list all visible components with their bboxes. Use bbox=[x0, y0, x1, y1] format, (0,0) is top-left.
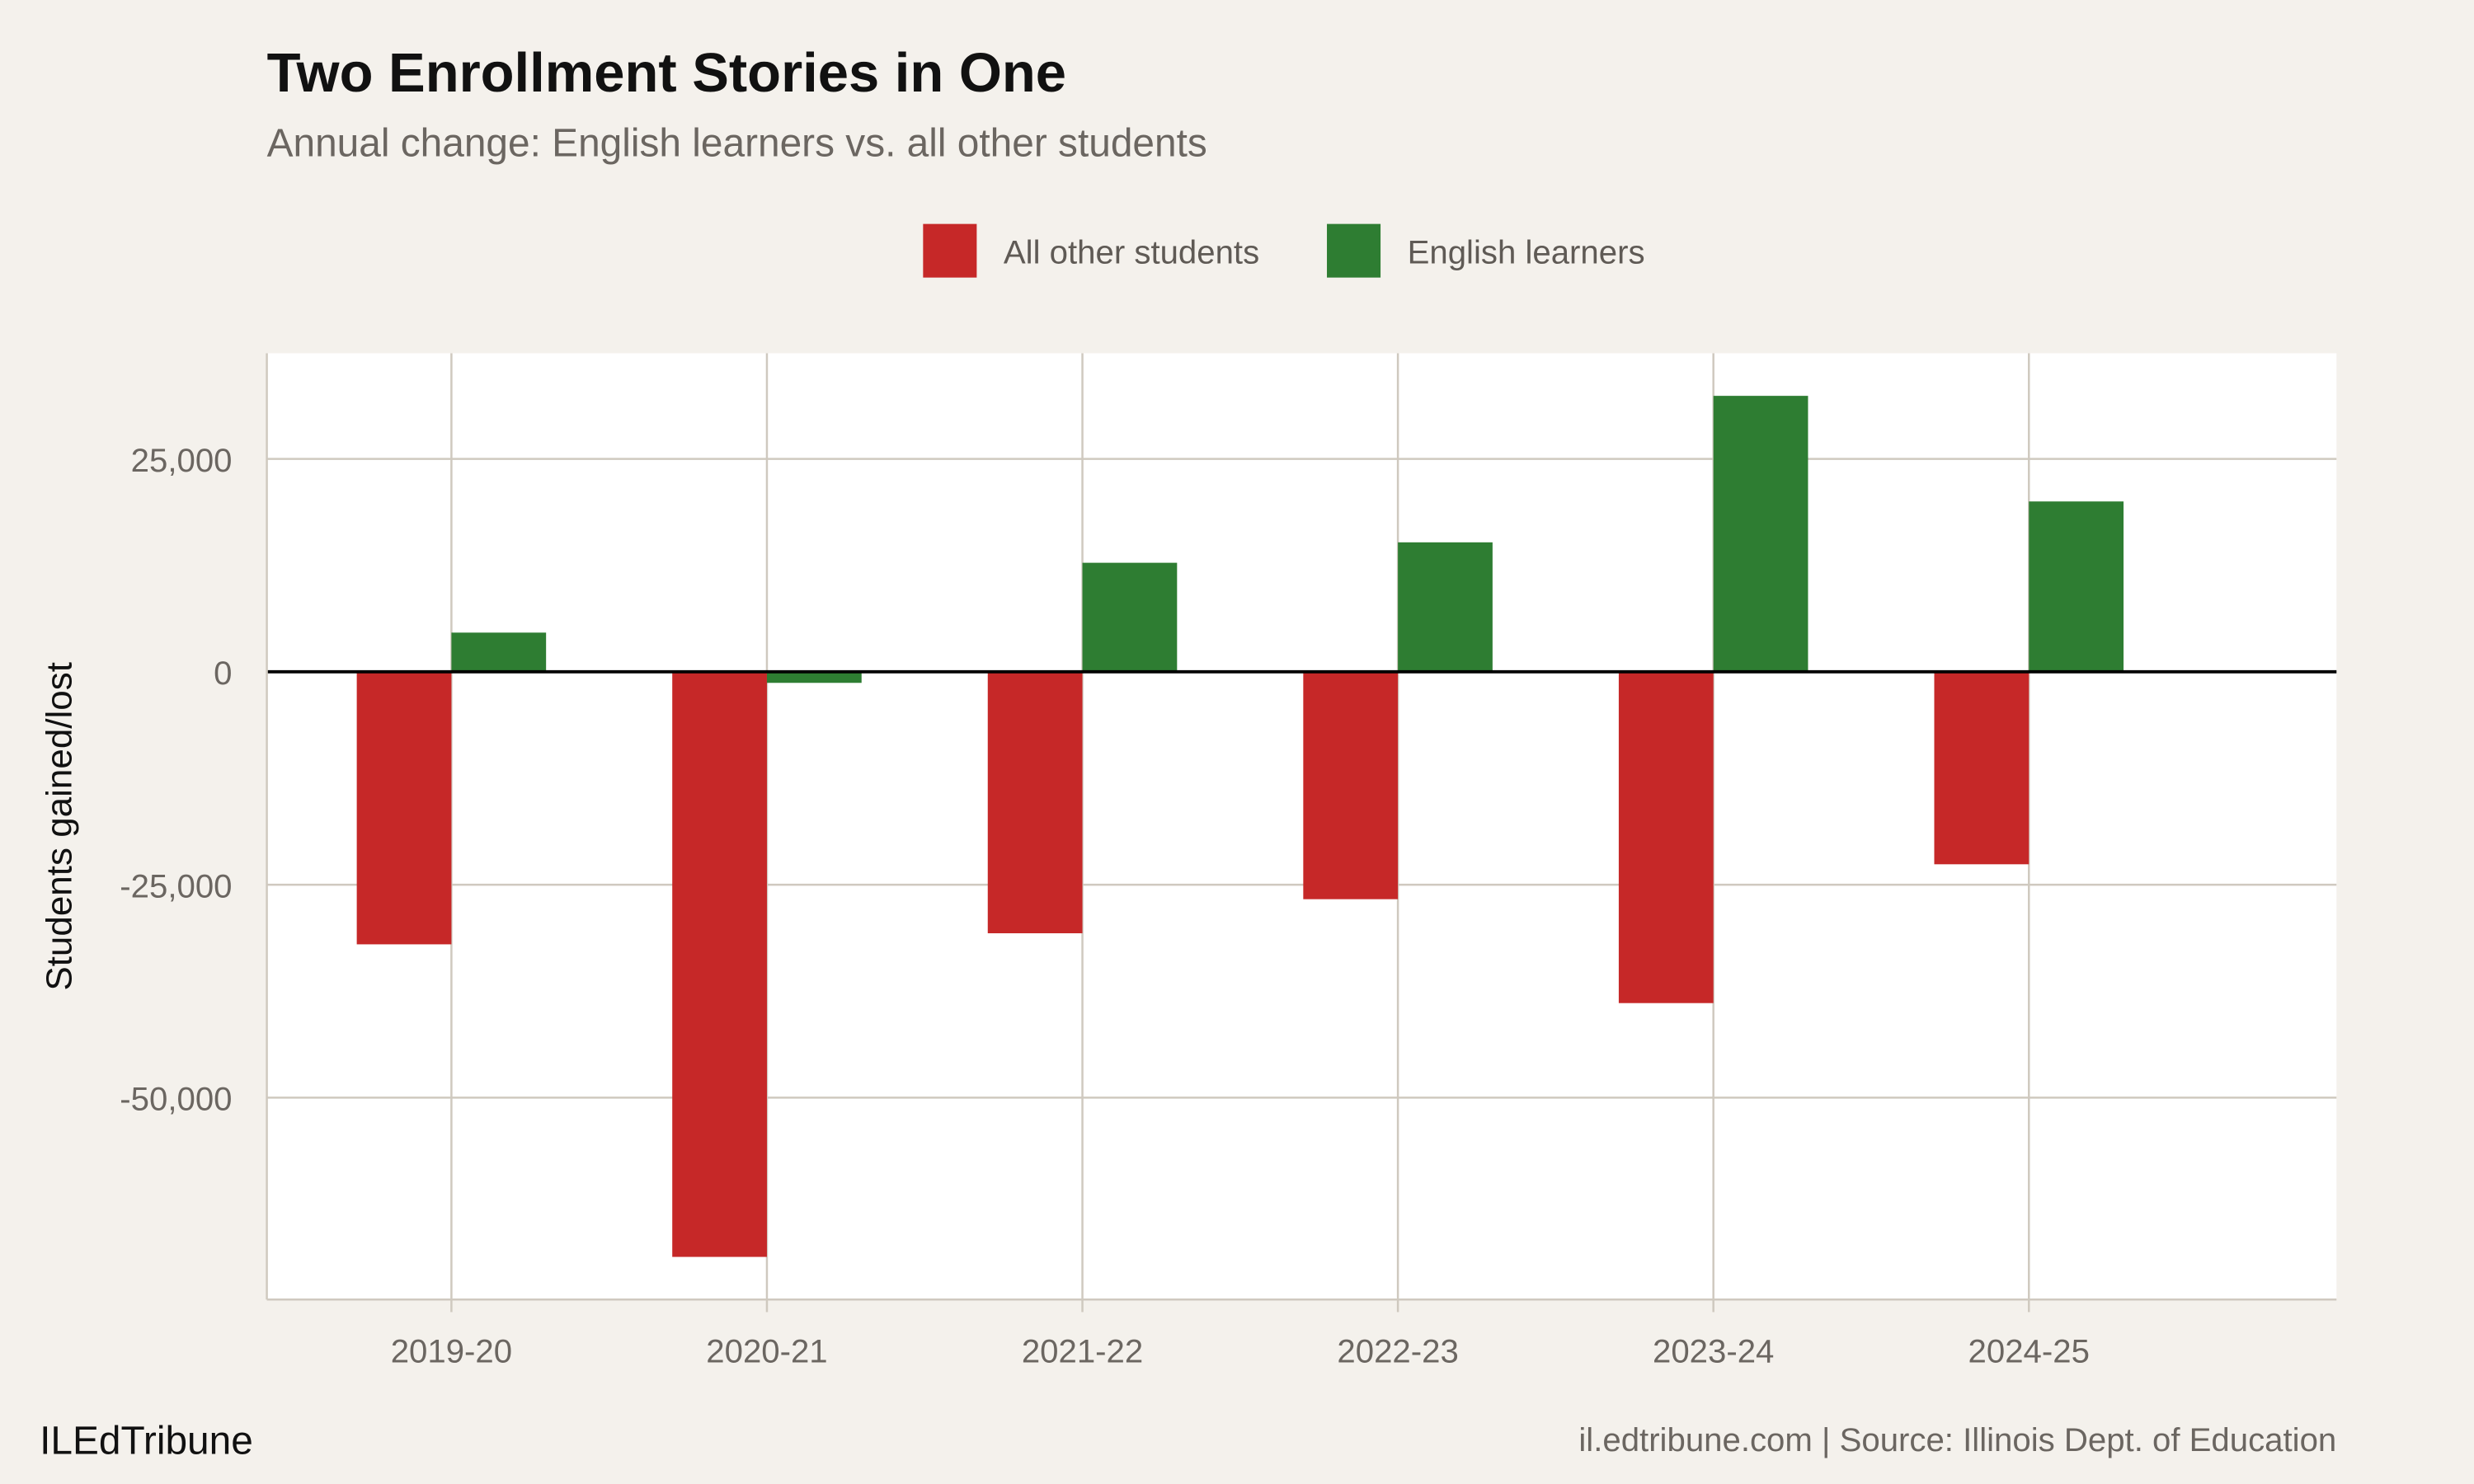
legend-swatch-english-learners bbox=[1327, 223, 1381, 278]
y-axis-label: Students gained/lost bbox=[39, 662, 79, 991]
y-tick-label: 0 bbox=[214, 655, 232, 692]
bar-all-other-students bbox=[1934, 671, 2030, 865]
legend-label-english-learners: English learners bbox=[1408, 233, 1645, 270]
bar-english-learners bbox=[1398, 542, 1493, 672]
bar-english-learners bbox=[766, 671, 862, 683]
x-tick-labels: 2019-20 2020-21 2021-22 2022-23 2023-24 2024-… bbox=[391, 1333, 2090, 1370]
x-tick-label: 2024-25 bbox=[1968, 1333, 2090, 1370]
bar-all-other-students bbox=[987, 671, 1083, 933]
x-tick-label: 2023-24 bbox=[1653, 1333, 1774, 1370]
y-tick-labels: 25,000 0 -25,000 -50,000 bbox=[120, 442, 232, 1118]
bar-all-other-students bbox=[672, 671, 767, 1257]
brand-logo-text: ILEdTribune bbox=[40, 1420, 253, 1463]
x-tick-label: 2021-22 bbox=[1022, 1333, 1143, 1370]
bar-english-learners bbox=[1082, 562, 1178, 672]
bars bbox=[356, 396, 2124, 1257]
bar-all-other-students bbox=[1303, 671, 1399, 899]
legend-swatch-all-other bbox=[923, 223, 977, 278]
bar-all-other-students bbox=[356, 671, 452, 945]
chart-title: Two Enrollment Stories in One bbox=[267, 42, 1066, 104]
y-tick-label: -25,000 bbox=[120, 867, 232, 904]
x-tick-label: 2020-21 bbox=[706, 1333, 827, 1370]
bar-all-other-students bbox=[1618, 671, 1714, 1003]
chart-subtitle: Annual change: English learners vs. all … bbox=[267, 121, 1207, 165]
legend: All other students English learners bbox=[923, 223, 1645, 278]
x-tick-label: 2019-20 bbox=[391, 1333, 512, 1370]
bar-english-learners bbox=[451, 632, 547, 672]
y-tick-label: -50,000 bbox=[120, 1081, 232, 1118]
x-tick-label: 2022-23 bbox=[1337, 1333, 1458, 1370]
legend-label-all-other: All other students bbox=[1004, 233, 1259, 270]
bar-english-learners bbox=[2029, 501, 2124, 672]
source-caption: il.edtribune.com | Source: Illinois Dept… bbox=[1578, 1421, 2336, 1458]
bar-english-learners bbox=[1713, 396, 1808, 672]
y-tick-label: 25,000 bbox=[131, 442, 233, 479]
